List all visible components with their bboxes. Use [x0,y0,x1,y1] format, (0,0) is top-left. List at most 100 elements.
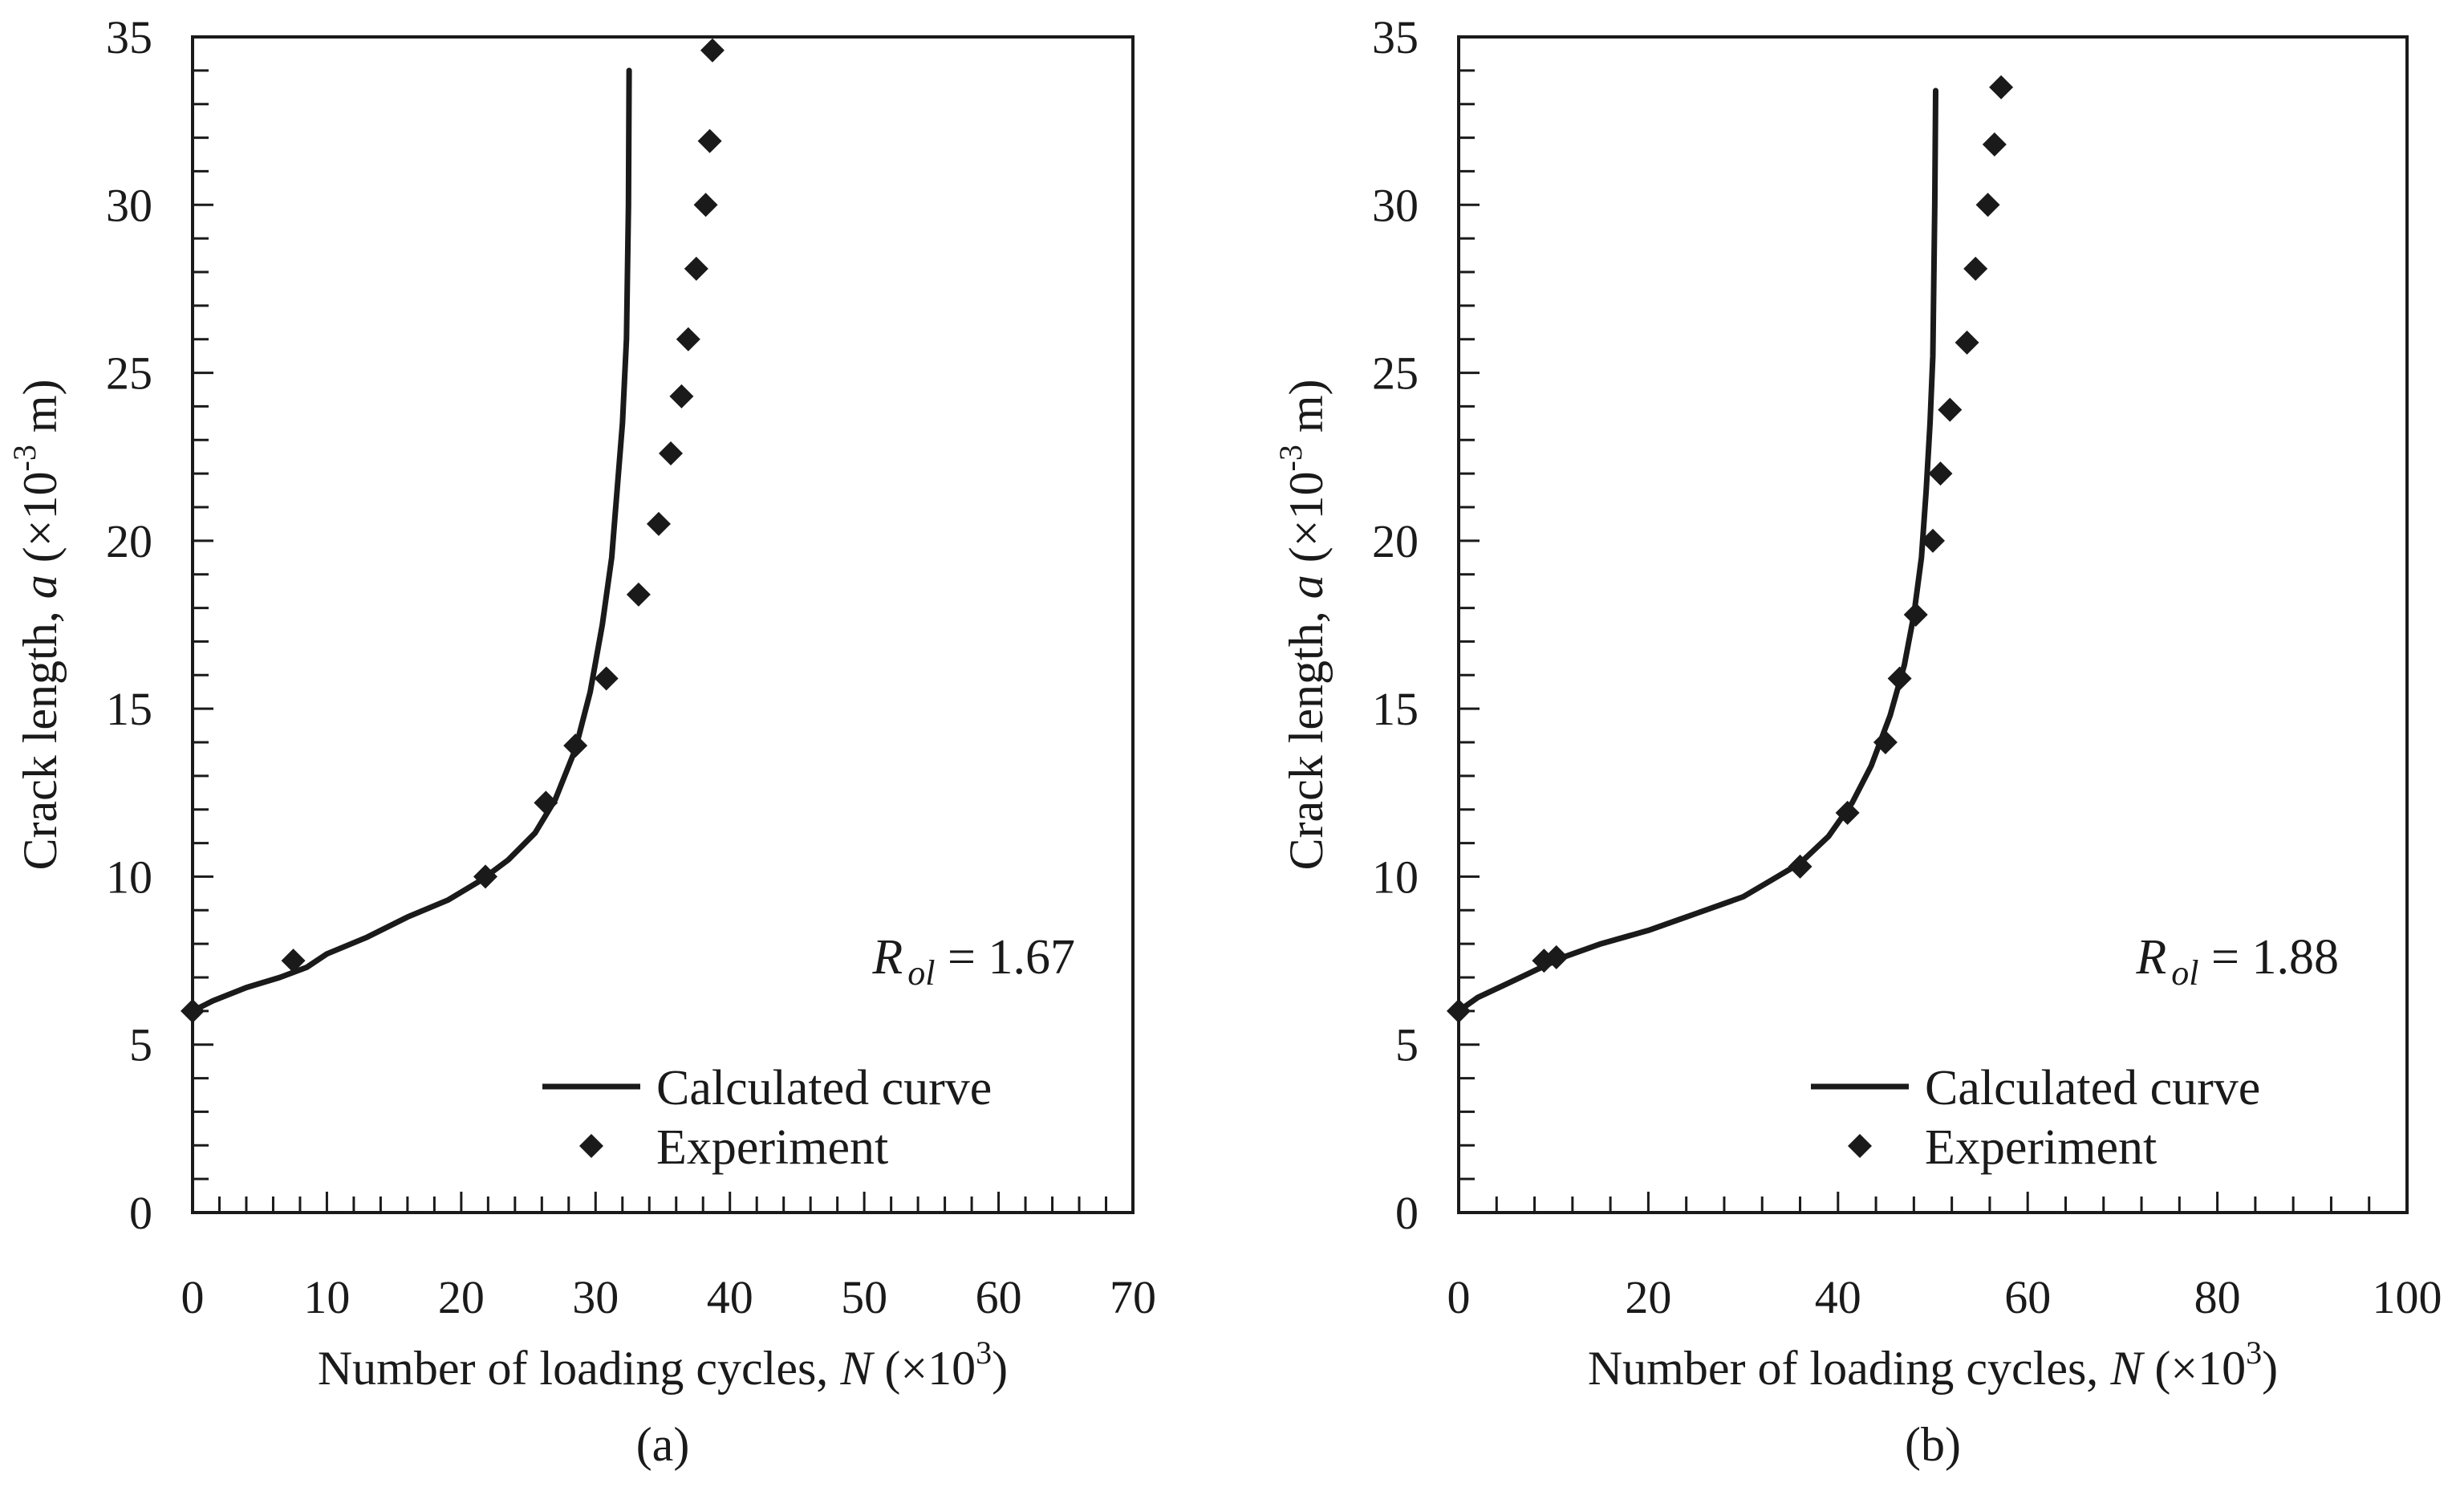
panel-b: 0 20 40 60 80 100 0 5 10 15 20 25 30 35 Number of load… [1273,11,2442,1471]
x-tick-label: 20 [438,1271,485,1323]
experiment-point [1903,602,1928,627]
experiment-point [281,949,306,973]
experiment-point [1955,330,1979,355]
y-tick-label: 25 [1372,347,1419,400]
y-axis-label-main: Crack length, [14,599,67,870]
experiment-point [1544,945,1569,969]
x-tick-label: 0 [181,1271,205,1323]
y-axis-label: Crack length, a (×10-3 m) [6,379,67,870]
y-tick-label: 0 [1395,1187,1419,1239]
y-tick-label: 5 [1395,1019,1419,1071]
plot-frame [1457,35,2409,1214]
x-tick-label: 100 [2373,1271,2442,1323]
experiment-point [697,128,722,153]
experiment-point [534,790,558,815]
experiment-point [646,511,671,536]
x-axis-label-unit-close: ) [992,1342,1008,1395]
experiment-point [1938,397,1963,422]
calculated-curve-line [1455,87,1938,1014]
y-axis-label-unit: (×10 [14,471,67,575]
panel-a: 0 10 20 30 40 50 60 70 0 5 10 15 20 25 30 35 Number of l… [6,11,1156,1471]
y-tick-label: 10 [1372,851,1419,903]
legend-label-experiment: Experiment [1925,1120,2157,1175]
y-tick-label: 0 [129,1187,152,1239]
y-tick-label: 20 [1372,515,1419,567]
y-axis-label-exponent: -3 [1273,445,1309,471]
y-axis-label-main: Crack length, [1280,599,1333,870]
experiment-point [684,256,708,281]
experiment-point [1873,730,1898,754]
legend-marker-swatch [579,1134,603,1158]
experiment-point [1982,132,2007,156]
y-axis-label-unit-close: m) [1280,379,1333,445]
x-tick-label: 60 [976,1271,1022,1323]
annotation-symbol: R [2135,930,2166,985]
annotation-subscript: ol [2171,953,2198,993]
x-axis-label-main: Number of loading cycles, [318,1342,840,1395]
x-axis-label-symbol: N [2109,1342,2145,1395]
experiment-point [1447,998,1471,1023]
plot-frame [191,35,1135,1214]
legend-label-calculated: Calculated curve [656,1061,992,1115]
experiment-point [473,864,497,889]
y-tick-label: 5 [129,1019,152,1071]
experiment-point [1835,800,1860,825]
experiment-point [1989,75,2014,100]
annotation-value: = 1.67 [936,930,1075,985]
annotation-symbol: R [871,930,903,985]
experiment-point [563,733,588,758]
y-tick-label: 15 [106,683,152,735]
x-tick-label: 60 [2004,1271,2051,1323]
y-axis-label-symbol: a [14,575,67,599]
y-tick-label: 30 [1372,179,1419,231]
experiment-point [693,193,718,217]
x-tick-label: 10 [303,1271,350,1323]
y-axis-label-symbol: a [1280,575,1333,599]
experiment-point [700,38,725,63]
y-tick-label: 25 [106,347,152,400]
y-tick-label: 20 [106,515,152,567]
y-tick-label: 10 [106,851,152,903]
y-axis-label: Crack length, a (×10-3 m) [1273,379,1333,870]
panel-label: (b) [1905,1418,1961,1471]
x-tick-label: 40 [1815,1271,1861,1323]
experiment-point [1963,256,1988,281]
y-tick-label: 35 [106,11,152,63]
x-axis-label-unit: (×10 [2142,1342,2246,1395]
experiment-point [669,384,694,408]
x-tick-label: 40 [707,1271,753,1323]
x-tick-label: 70 [1110,1271,1156,1323]
x-tick-label: 20 [1625,1271,1671,1323]
experiment-point [1921,528,1945,553]
experiment-point [1788,854,1812,879]
experiment-point [676,327,700,351]
y-axis-label-exponent: -3 [6,445,43,471]
x-tick-label: 30 [572,1271,619,1323]
experiment-point [181,998,205,1023]
experiment-point [626,582,651,607]
legend-marker-swatch [1848,1134,1872,1158]
x-axis-label-unit-close: ) [2262,1342,2278,1395]
panel-label: (a) [636,1418,690,1471]
y-axis-label-unit-close: m) [14,379,67,445]
x-axis-label: Number of loading cycles, N (×103) [318,1335,1008,1395]
x-tick-label: 50 [841,1271,887,1323]
experiment-point [594,666,619,691]
x-axis-label-symbol: N [839,1342,875,1395]
x-tick-label: 80 [2194,1271,2241,1323]
calculated-curve-line [189,67,632,1014]
experiment-point [1975,193,2000,217]
y-tick-label: 15 [1372,683,1419,735]
annotation-value: = 1.88 [2199,930,2339,985]
x-axis-label-main: Number of loading cycles, [1588,1342,2110,1395]
y-axis-label-unit: (×10 [1280,471,1333,575]
x-axis-label: Number of loading cycles, N (×103) [1588,1335,2278,1395]
y-tick-label: 35 [1372,11,1419,63]
experiment-point [1887,666,1912,691]
annotation-subscript: ol [907,953,935,993]
x-tick-label: 0 [1447,1271,1471,1323]
y-tick-label: 30 [106,179,152,231]
